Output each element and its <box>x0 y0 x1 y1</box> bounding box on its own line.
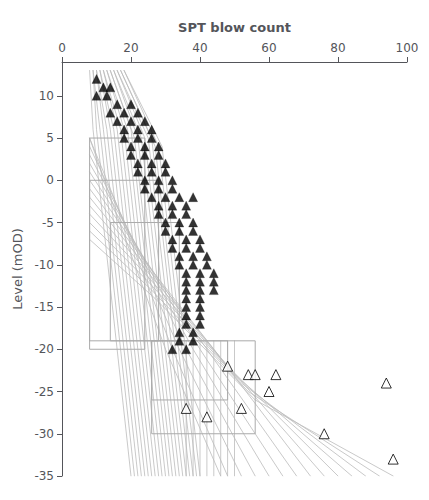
svg-text:-30: -30 <box>34 427 54 441</box>
svg-text:5: 5 <box>46 131 54 145</box>
svg-text:-25: -25 <box>34 385 54 399</box>
svg-text:-10: -10 <box>34 258 54 272</box>
svg-text:-20: -20 <box>34 342 54 356</box>
svg-text:-15: -15 <box>34 300 54 314</box>
svg-text:Level (mOD): Level (mOD) <box>10 228 25 310</box>
svg-text:100: 100 <box>396 41 419 55</box>
svg-text:60: 60 <box>261 41 276 55</box>
svg-text:-5: -5 <box>42 216 54 230</box>
svg-text:-35: -35 <box>34 469 54 483</box>
svg-text:0: 0 <box>58 41 66 55</box>
svg-text:10: 10 <box>39 89 54 103</box>
svg-text:SPT blow count: SPT blow count <box>178 20 291 35</box>
svg-text:0: 0 <box>46 173 54 187</box>
svg-text:20: 20 <box>123 41 138 55</box>
svg-text:40: 40 <box>192 41 207 55</box>
svg-text:80: 80 <box>330 41 345 55</box>
